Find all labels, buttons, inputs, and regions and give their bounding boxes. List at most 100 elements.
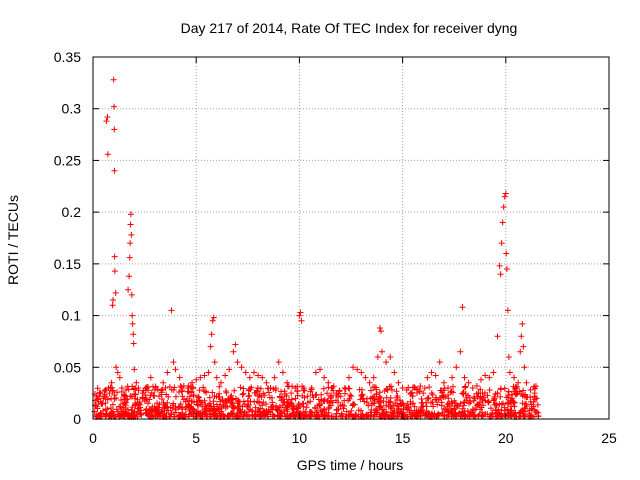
data-point xyxy=(304,399,311,406)
data-point xyxy=(475,390,482,397)
data-point xyxy=(429,399,436,406)
data-point xyxy=(513,383,520,390)
data-point xyxy=(521,411,528,418)
data-point xyxy=(467,399,474,406)
data-point xyxy=(362,374,369,381)
data-point xyxy=(286,412,293,419)
data-point xyxy=(277,394,284,401)
data-point xyxy=(396,411,403,418)
data-point xyxy=(193,376,200,383)
data-point xyxy=(175,404,182,411)
data-point xyxy=(239,391,246,398)
data-point xyxy=(376,389,383,396)
data-point xyxy=(178,388,185,395)
data-point xyxy=(519,400,526,407)
data-point xyxy=(189,379,196,386)
data-point xyxy=(125,386,132,393)
data-point xyxy=(505,388,512,395)
data-point xyxy=(240,390,247,397)
data-point xyxy=(492,407,499,414)
data-point xyxy=(411,384,418,391)
data-point xyxy=(161,405,168,412)
data-point xyxy=(97,390,104,397)
data-point xyxy=(118,396,125,403)
data-point xyxy=(283,392,290,399)
data-point xyxy=(98,400,105,407)
data-point xyxy=(245,408,252,415)
data-point xyxy=(465,392,472,399)
data-point xyxy=(126,273,133,280)
data-point xyxy=(100,395,107,402)
data-point xyxy=(242,369,249,376)
data-point xyxy=(229,396,236,403)
data-point xyxy=(330,387,337,394)
data-point xyxy=(170,359,177,366)
data-point xyxy=(377,402,384,409)
data-point xyxy=(273,402,280,409)
data-point xyxy=(259,402,266,409)
data-point xyxy=(316,402,323,409)
data-point xyxy=(462,383,469,390)
data-point xyxy=(435,410,442,417)
data-point xyxy=(125,286,132,293)
data-point xyxy=(387,409,394,416)
data-point xyxy=(504,399,511,406)
data-point xyxy=(127,221,134,228)
data-point xyxy=(368,400,375,407)
data-point xyxy=(132,401,139,408)
data-point xyxy=(370,374,377,381)
data-point xyxy=(484,411,491,418)
data-point xyxy=(156,401,163,408)
data-point xyxy=(111,126,118,133)
data-point xyxy=(189,411,196,418)
data-point xyxy=(510,399,517,406)
data-point xyxy=(308,384,315,391)
data-point xyxy=(231,387,238,394)
data-point xyxy=(377,328,384,335)
data-point xyxy=(520,343,527,350)
data-point xyxy=(259,374,266,381)
data-point xyxy=(222,388,229,395)
data-point xyxy=(376,413,383,420)
data-point xyxy=(503,266,510,273)
data-point xyxy=(393,388,400,395)
data-point xyxy=(411,413,418,420)
grid-lines xyxy=(93,57,609,419)
data-point xyxy=(497,386,504,393)
data-point xyxy=(312,369,319,376)
data-point xyxy=(296,312,303,319)
data-point xyxy=(162,384,169,391)
data-point xyxy=(132,402,139,409)
data-point xyxy=(401,402,408,409)
data-point xyxy=(118,384,125,391)
data-point xyxy=(399,384,406,391)
data-point xyxy=(176,374,183,381)
data-point xyxy=(130,340,137,347)
data-point xyxy=(471,393,478,400)
data-point xyxy=(423,399,430,406)
data-point xyxy=(108,379,115,386)
data-point xyxy=(179,406,186,413)
data-point xyxy=(303,412,310,419)
data-point xyxy=(519,320,526,327)
data-point xyxy=(314,409,321,416)
data-point xyxy=(376,324,383,331)
data-point xyxy=(498,240,505,247)
data-point xyxy=(168,307,175,314)
data-point xyxy=(109,401,116,408)
data-point xyxy=(92,402,99,409)
data-point xyxy=(130,331,137,338)
data-point xyxy=(128,291,135,298)
data-point xyxy=(206,394,213,401)
data-point xyxy=(527,387,534,394)
data-point xyxy=(383,394,390,401)
data-point xyxy=(514,390,521,397)
data-point xyxy=(104,151,111,158)
data-point xyxy=(482,372,489,379)
data-point xyxy=(269,406,276,413)
data-point xyxy=(335,393,342,400)
data-point xyxy=(360,413,367,420)
data-point xyxy=(367,395,374,402)
data-point xyxy=(333,390,340,397)
data-point xyxy=(126,254,133,261)
